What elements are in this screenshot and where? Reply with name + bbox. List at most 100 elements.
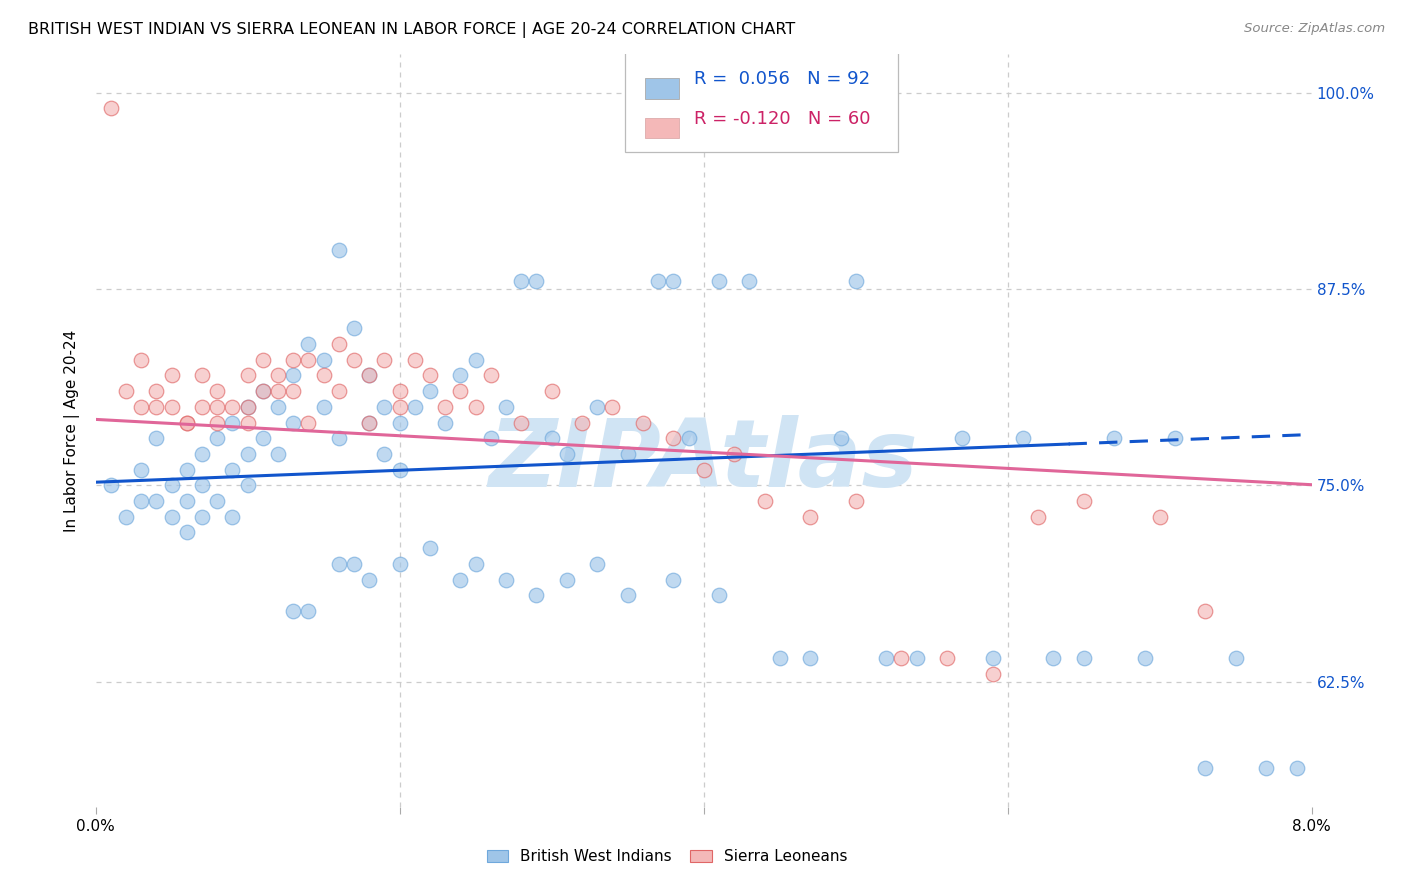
Point: [754, 494, 776, 508]
Point: [328, 384, 350, 398]
Point: [479, 368, 502, 383]
Point: [1102, 431, 1125, 445]
Point: [312, 400, 335, 414]
Point: [647, 274, 669, 288]
Point: [373, 400, 395, 414]
Point: [981, 651, 1004, 665]
Point: [176, 416, 198, 430]
Point: [464, 352, 486, 367]
Point: [267, 384, 290, 398]
Point: [769, 651, 792, 665]
Point: [191, 368, 214, 383]
Point: [283, 368, 305, 383]
Point: [981, 666, 1004, 681]
Point: [799, 509, 821, 524]
Point: [191, 447, 214, 461]
Point: [328, 337, 350, 351]
Point: [388, 416, 411, 430]
Point: [571, 416, 593, 430]
Point: [205, 416, 228, 430]
Point: [343, 557, 366, 571]
Point: [373, 447, 395, 461]
Point: [145, 431, 167, 445]
Point: [359, 416, 381, 430]
FancyBboxPatch shape: [645, 118, 679, 138]
Point: [586, 557, 609, 571]
Point: [129, 400, 152, 414]
Point: [434, 400, 457, 414]
Point: [252, 384, 274, 398]
Point: [464, 400, 486, 414]
Point: [388, 400, 411, 414]
Point: [1194, 604, 1216, 618]
Point: [555, 573, 578, 587]
Point: [160, 400, 183, 414]
Text: ZIPAtlas: ZIPAtlas: [489, 415, 918, 507]
Point: [404, 400, 426, 414]
FancyBboxPatch shape: [624, 50, 898, 152]
Point: [283, 384, 305, 398]
Point: [510, 416, 533, 430]
Point: [419, 541, 441, 556]
Point: [205, 431, 228, 445]
Point: [191, 509, 214, 524]
Point: [252, 431, 274, 445]
Point: [1012, 431, 1035, 445]
Point: [267, 400, 290, 414]
Text: R = -0.120   N = 60: R = -0.120 N = 60: [695, 111, 870, 128]
Point: [905, 651, 928, 665]
Point: [145, 494, 167, 508]
Point: [1026, 509, 1049, 524]
Point: [419, 368, 441, 383]
Point: [450, 368, 472, 383]
Point: [129, 463, 152, 477]
Point: [115, 509, 138, 524]
Point: [297, 352, 319, 367]
Point: [388, 384, 411, 398]
Point: [343, 352, 366, 367]
Point: [236, 447, 259, 461]
Point: [297, 337, 319, 351]
Point: [890, 651, 912, 665]
Point: [875, 651, 897, 665]
Point: [1073, 651, 1095, 665]
Point: [1133, 651, 1156, 665]
Point: [100, 102, 122, 116]
Point: [678, 431, 700, 445]
Point: [252, 352, 274, 367]
Point: [145, 400, 167, 414]
Point: [404, 352, 426, 367]
Point: [526, 274, 548, 288]
Point: [328, 557, 350, 571]
Point: [419, 384, 441, 398]
Text: R =  0.056   N = 92: R = 0.056 N = 92: [695, 70, 870, 88]
Point: [616, 447, 638, 461]
Point: [100, 478, 122, 492]
Point: [115, 384, 138, 398]
Point: [845, 494, 868, 508]
Point: [129, 352, 152, 367]
Point: [1149, 509, 1171, 524]
Point: [343, 321, 366, 335]
Point: [236, 400, 259, 414]
Point: [450, 384, 472, 398]
Point: [950, 431, 973, 445]
Point: [145, 384, 167, 398]
Point: [359, 416, 381, 430]
Point: [586, 400, 609, 414]
Point: [176, 525, 198, 540]
Point: [283, 352, 305, 367]
Point: [510, 274, 533, 288]
Point: [830, 431, 852, 445]
Point: [205, 494, 228, 508]
Point: [693, 463, 716, 477]
Point: [662, 274, 685, 288]
Point: [707, 274, 730, 288]
Point: [434, 416, 457, 430]
Point: [160, 509, 183, 524]
Point: [540, 431, 562, 445]
Point: [373, 352, 395, 367]
Point: [176, 463, 198, 477]
Point: [1285, 761, 1308, 775]
Point: [1164, 431, 1187, 445]
